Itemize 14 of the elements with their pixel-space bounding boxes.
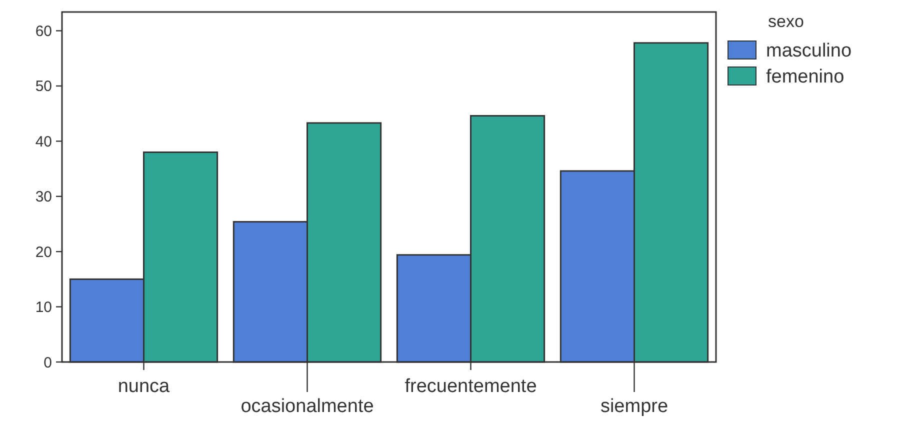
y-tick-label: 50 [35, 78, 52, 96]
y-tick-label: 60 [35, 23, 52, 40]
y-tick-label: 30 [35, 188, 52, 206]
legend-label: masculino [766, 40, 852, 62]
y-tick-label: 0 [44, 354, 52, 372]
x-tick-label: frecuentemente [404, 376, 537, 397]
x-tick-label: nunca [118, 376, 170, 397]
legend-title: sexo [768, 12, 804, 31]
y-tick-label: 20 [35, 244, 52, 261]
legend-label: femenino [766, 66, 844, 88]
y-tick-label: 40 [35, 133, 52, 150]
x-tick-label: siempre [600, 396, 668, 417]
x-tick-label: ocasionalmente [240, 396, 374, 417]
y-tick-label: 10 [35, 299, 52, 316]
